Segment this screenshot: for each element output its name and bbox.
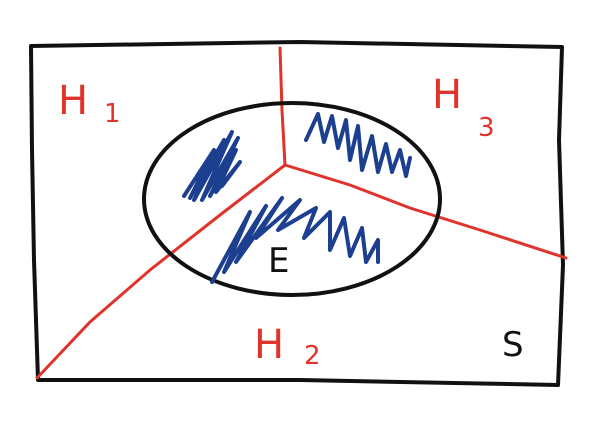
label-h3: H 3 <box>432 72 495 143</box>
partition-line-right <box>283 163 568 260</box>
shading-e-h1 <box>182 130 242 202</box>
label-h1-base: H <box>58 78 88 124</box>
partition-line-left <box>35 163 287 380</box>
label-h3-base: H <box>432 72 462 118</box>
shading-e-h3 <box>304 112 412 178</box>
sample-space-label: S <box>502 325 524 365</box>
label-h2: H 2 <box>254 322 321 371</box>
partition-lines <box>35 46 568 380</box>
sample-space-border <box>29 40 565 387</box>
partition-line-top <box>278 46 287 167</box>
event-ellipse <box>142 101 442 297</box>
label-h1-sub: 1 <box>104 99 121 129</box>
label-h1: H 1 <box>58 78 121 129</box>
label-h2-sub: 2 <box>304 341 321 371</box>
event-label: E <box>268 241 289 281</box>
label-h2-base: H <box>254 322 284 368</box>
label-h3-sub: 3 <box>478 113 495 143</box>
shading-e-h2 <box>210 196 380 284</box>
